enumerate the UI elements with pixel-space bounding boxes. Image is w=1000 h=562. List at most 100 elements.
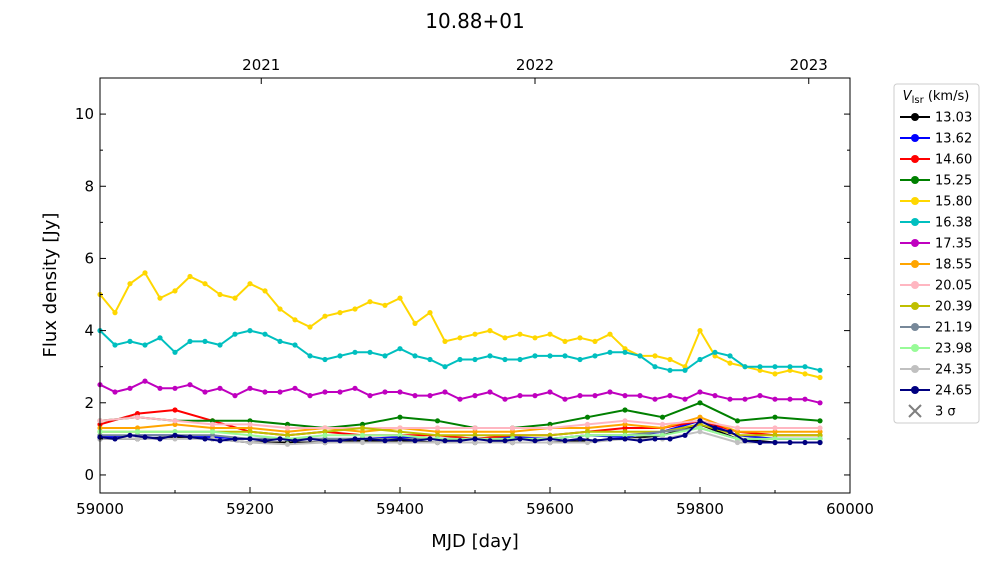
data-point bbox=[187, 338, 193, 344]
legend-label: 16.38 bbox=[935, 216, 972, 231]
x-tick-label: 59600 bbox=[526, 500, 574, 518]
data-point bbox=[322, 389, 328, 395]
top-tick-label: 2021 bbox=[242, 56, 280, 74]
top-tick-label: 2023 bbox=[790, 56, 828, 74]
data-point bbox=[427, 310, 433, 316]
data-point bbox=[817, 367, 823, 373]
data-point bbox=[202, 436, 208, 442]
data-point bbox=[517, 356, 523, 363]
data-point bbox=[659, 432, 666, 438]
data-point bbox=[727, 429, 733, 435]
legend-label: 13.62 bbox=[935, 132, 972, 147]
legend-label: 20.39 bbox=[935, 300, 972, 315]
data-point bbox=[277, 338, 283, 344]
data-point bbox=[802, 396, 808, 402]
data-point bbox=[472, 432, 478, 438]
data-point bbox=[584, 439, 591, 446]
legend-entry-14.60: 14.60 bbox=[900, 153, 972, 168]
data-point bbox=[562, 396, 568, 402]
data-point bbox=[817, 425, 823, 431]
legend-label: 20.05 bbox=[935, 279, 972, 294]
data-point bbox=[292, 438, 298, 444]
data-point bbox=[757, 439, 763, 446]
data-point bbox=[172, 349, 178, 355]
data-point bbox=[577, 393, 583, 399]
legend-label: 18.55 bbox=[935, 258, 972, 273]
data-point bbox=[682, 396, 688, 402]
data-point bbox=[359, 421, 366, 427]
data-point bbox=[457, 396, 463, 402]
data-point bbox=[532, 438, 538, 444]
legend-marker bbox=[911, 386, 919, 394]
data-point bbox=[622, 346, 628, 352]
data-point bbox=[337, 438, 343, 444]
data-point bbox=[802, 439, 808, 446]
data-point bbox=[337, 310, 343, 316]
data-point bbox=[337, 353, 343, 359]
chart-title: 10.88+01 bbox=[425, 9, 524, 33]
data-point bbox=[547, 432, 553, 438]
data-point bbox=[352, 385, 358, 391]
legend-entry-3-sigma: 3 σ bbox=[908, 404, 956, 420]
data-point bbox=[397, 414, 403, 420]
data-point bbox=[209, 418, 216, 424]
data-point bbox=[532, 393, 538, 399]
x-tick-label: 59000 bbox=[76, 500, 124, 518]
data-point bbox=[584, 414, 591, 420]
data-point bbox=[502, 396, 508, 402]
data-point bbox=[322, 438, 328, 444]
legend-marker bbox=[911, 260, 919, 268]
legend-marker bbox=[911, 239, 919, 247]
data-point bbox=[622, 407, 628, 413]
data-point bbox=[734, 429, 741, 435]
data-point bbox=[172, 432, 178, 438]
data-point bbox=[277, 436, 283, 442]
x-tick-label: 60000 bbox=[826, 500, 874, 518]
data-point bbox=[262, 438, 268, 444]
data-point bbox=[577, 436, 583, 442]
data-point bbox=[787, 367, 793, 373]
data-point bbox=[202, 338, 208, 344]
data-point bbox=[607, 331, 613, 337]
data-point bbox=[322, 429, 328, 435]
data-point bbox=[697, 328, 703, 334]
data-point bbox=[172, 418, 178, 424]
x-axis-ticks: 59000 59200 59400 59600 59800 60000 bbox=[76, 487, 874, 518]
data-point bbox=[142, 378, 148, 384]
data-point bbox=[284, 429, 291, 435]
y-axis-label: Flux density [Jy] bbox=[40, 213, 61, 358]
data-point bbox=[157, 335, 163, 341]
data-point bbox=[742, 364, 748, 370]
data-point bbox=[472, 356, 478, 363]
data-point bbox=[772, 414, 778, 420]
legend-marker bbox=[911, 113, 919, 121]
data-point bbox=[787, 364, 793, 370]
data-point bbox=[772, 371, 778, 377]
legend-entry-24.35: 24.35 bbox=[900, 363, 972, 378]
data-point bbox=[382, 389, 388, 395]
y-tick-label: 4 bbox=[84, 322, 94, 340]
data-point bbox=[359, 432, 366, 438]
data-point bbox=[352, 349, 358, 355]
data-point bbox=[697, 389, 703, 395]
series-16.38 bbox=[97, 328, 823, 373]
data-point bbox=[659, 421, 666, 427]
data-point bbox=[659, 429, 666, 435]
data-point bbox=[262, 389, 268, 395]
data-point bbox=[502, 335, 508, 341]
data-point bbox=[667, 367, 673, 373]
data-point bbox=[247, 439, 253, 446]
data-point bbox=[757, 367, 763, 373]
data-point bbox=[772, 436, 778, 442]
data-point bbox=[434, 425, 441, 431]
data-point bbox=[622, 418, 628, 424]
data-point bbox=[787, 439, 793, 446]
y-axis-ticks: 0 2 4 6 8 10 bbox=[75, 77, 850, 484]
x-tick-label: 59200 bbox=[226, 500, 274, 518]
legend-x-marker bbox=[908, 404, 922, 418]
data-point bbox=[727, 360, 733, 366]
data-point bbox=[209, 429, 216, 435]
data-point bbox=[442, 338, 448, 344]
legend-entries: 13.03 13.62 14.60 15.25 15.80 16.38 17.35 18.55… bbox=[900, 111, 972, 420]
data-point bbox=[757, 364, 763, 370]
